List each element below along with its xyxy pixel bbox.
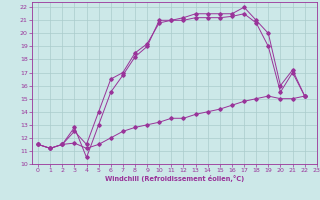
X-axis label: Windchill (Refroidissement éolien,°C): Windchill (Refroidissement éolien,°C) [105, 175, 244, 182]
